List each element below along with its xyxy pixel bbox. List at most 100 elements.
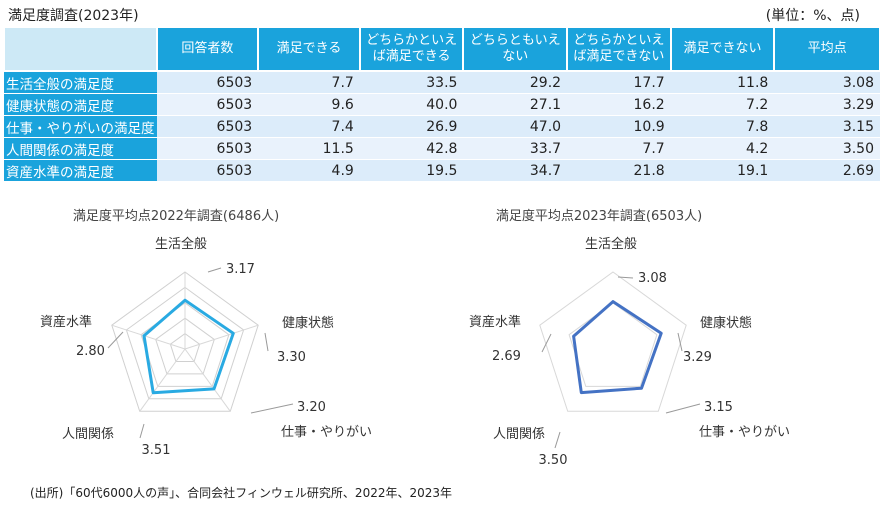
table-cell: 33.5: [359, 71, 464, 94]
radar-series-line: [142, 298, 235, 395]
category-label: 健康状態: [700, 315, 752, 331]
category-label: 健康状態: [282, 315, 334, 331]
value-label: 3.30: [277, 350, 306, 365]
table-cell: 7.2: [670, 93, 775, 116]
value-leader-line: [677, 332, 683, 352]
table-cell: 4.2: [670, 137, 775, 160]
value-leader-line: [107, 331, 124, 349]
value-label: 2.69: [492, 349, 521, 364]
category-label: 仕事・やりがい: [699, 425, 790, 440]
value-leader-line: [541, 333, 552, 353]
value-leader-line: [617, 276, 634, 279]
column-header: 回答者数: [155, 26, 260, 72]
value-label: 3.20: [297, 400, 326, 415]
radar-spoke: [139, 348, 186, 412]
value-label: 3.15: [704, 400, 733, 415]
table-cell: 7.7: [258, 71, 360, 94]
table-cell: 6503: [156, 93, 259, 116]
value-leader-line: [665, 403, 701, 414]
value-label: 3.50: [539, 453, 568, 468]
table-cell: 3.50: [774, 137, 880, 160]
value-leader-line: [264, 332, 269, 352]
table-cell: 11.8: [670, 71, 775, 94]
table-row: 人間関係の満足度 6503 11.5 42.8 33.7 7.7 4.2 3.5…: [4, 137, 880, 160]
radar-grid-ring: [155, 317, 215, 375]
table-cell: 40.0: [359, 93, 464, 116]
table-row: 生活全般の満足度 6503 7.7 33.5 29.2 17.7 11.8 3.…: [4, 71, 880, 94]
table-cell: 3.08: [774, 71, 880, 94]
value-label: 3.08: [638, 271, 667, 286]
table-cell: 7.7: [567, 137, 671, 160]
value-label: 2.80: [76, 344, 105, 359]
radar-grid-ring: [111, 271, 259, 412]
table-cell: 10.9: [567, 115, 671, 138]
table-corner: [3, 26, 158, 72]
table-cell: 34.7: [463, 159, 568, 182]
table-cell: 7.4: [258, 115, 360, 138]
radar-outer-ring: [539, 271, 687, 412]
value-leader-line: [554, 431, 561, 449]
category-label: 生活全般: [155, 236, 207, 252]
row-label: 生活全般の満足度: [4, 71, 157, 94]
table-cell: 9.6: [258, 93, 360, 116]
table-cell: 29.2: [463, 71, 568, 94]
source-note: (出所)「60代6000人の声」、合同会社フィンウェル研究所、2022年、202…: [30, 486, 453, 500]
value-leader-line: [207, 267, 222, 273]
table-cell: 7.8: [670, 115, 775, 138]
column-header: どちらともいえない: [462, 26, 569, 72]
column-header: どちらかといえば満足できない: [566, 26, 672, 72]
table-cell: 3.15: [774, 115, 880, 138]
table-cell: 19.1: [670, 159, 775, 182]
category-label: 人間関係: [493, 427, 545, 442]
table-title: 満足度調査(2023年): [8, 8, 139, 24]
table-cell: 26.9: [359, 115, 464, 138]
radar-series-line: [572, 300, 663, 395]
table-cell: 33.7: [463, 137, 568, 160]
column-header: どちらかといえば満足できる: [358, 26, 465, 72]
value-label: 3.29: [683, 350, 712, 365]
column-header: 平均点: [773, 26, 881, 72]
value-label: 3.17: [226, 262, 255, 277]
table-cell: 3.29: [774, 93, 880, 116]
category-label: 人間関係: [62, 427, 114, 442]
column-header: 満足できる: [257, 26, 361, 72]
table-row: 資産水準の満足度 6503 4.9 19.5 34.7 21.8 19.1 2.…: [4, 159, 880, 182]
table-cell: 6503: [156, 159, 259, 182]
table-cell: 27.1: [463, 93, 568, 116]
radar-inner-ring: [568, 302, 658, 387]
value-label: 3.51: [142, 443, 171, 458]
radar-chart-2022: 満足度平均点2022年調査(6486人) 生活全般 3.17 健康状態 3.30 仕事・や…: [0, 200, 440, 470]
table-cell: 6503: [156, 71, 259, 94]
column-header: 満足できない: [669, 26, 776, 72]
value-leader-line: [139, 423, 145, 439]
radar-grid-ring: [125, 286, 245, 400]
radar-chart-svg: 満足度平均点2022年調査(6486人) 生活全般 3.17 健康状態 3.30 仕事・や…: [40, 208, 372, 458]
table-cell: 4.9: [258, 159, 360, 182]
table-cell: 6503: [156, 137, 259, 160]
table-cell: 17.7: [567, 71, 671, 94]
table-cell: 47.0: [463, 115, 568, 138]
table-row: 仕事・やりがいの満足度 6503 7.4 26.9 47.0 10.9 7.8 …: [4, 115, 880, 138]
table-cell: 11.5: [258, 137, 360, 160]
chart-title: 満足度平均点2022年調査(6486人): [73, 208, 279, 224]
row-label: 資産水準の満足度: [4, 159, 157, 182]
category-label: 仕事・やりがい: [281, 425, 372, 440]
table-header-row: 回答者数 満足できる どちらかといえば満足できる どちらともいえない どちらかと…: [3, 26, 881, 72]
row-label: 仕事・やりがいの満足度: [4, 115, 157, 138]
table-cell: 19.5: [359, 159, 464, 182]
table-cell: 6503: [156, 115, 259, 138]
survey-table: 回答者数 満足できる どちらかといえば満足できる どちらともいえない どちらかと…: [3, 26, 881, 182]
radar-spoke: [184, 348, 231, 412]
value-leader-line: [250, 403, 294, 414]
unit-note: (単位：%、点): [765, 8, 860, 24]
row-label: 人間関係の満足度: [4, 137, 157, 160]
table-row: 健康状態の満足度 6503 9.6 40.0 27.1 16.2 7.2 3.2…: [4, 93, 880, 116]
radar-chart-svg: 満足度平均点2023年調査(6503人) 生活全般 3.08 健康状態 3.29 仕事・や…: [469, 208, 790, 468]
row-label: 健康状態の満足度: [4, 93, 157, 116]
table-cell: 16.2: [567, 93, 671, 116]
category-label: 資産水準: [469, 314, 521, 330]
radar-chart-2023: 満足度平均点2023年調査(6503人) 生活全般 3.08 健康状態 3.29 仕事・や…: [442, 200, 882, 470]
table-cell: 21.8: [567, 159, 671, 182]
radar-grid-ring: [140, 302, 230, 387]
chart-title: 満足度平均点2023年調査(6503人): [496, 208, 702, 224]
